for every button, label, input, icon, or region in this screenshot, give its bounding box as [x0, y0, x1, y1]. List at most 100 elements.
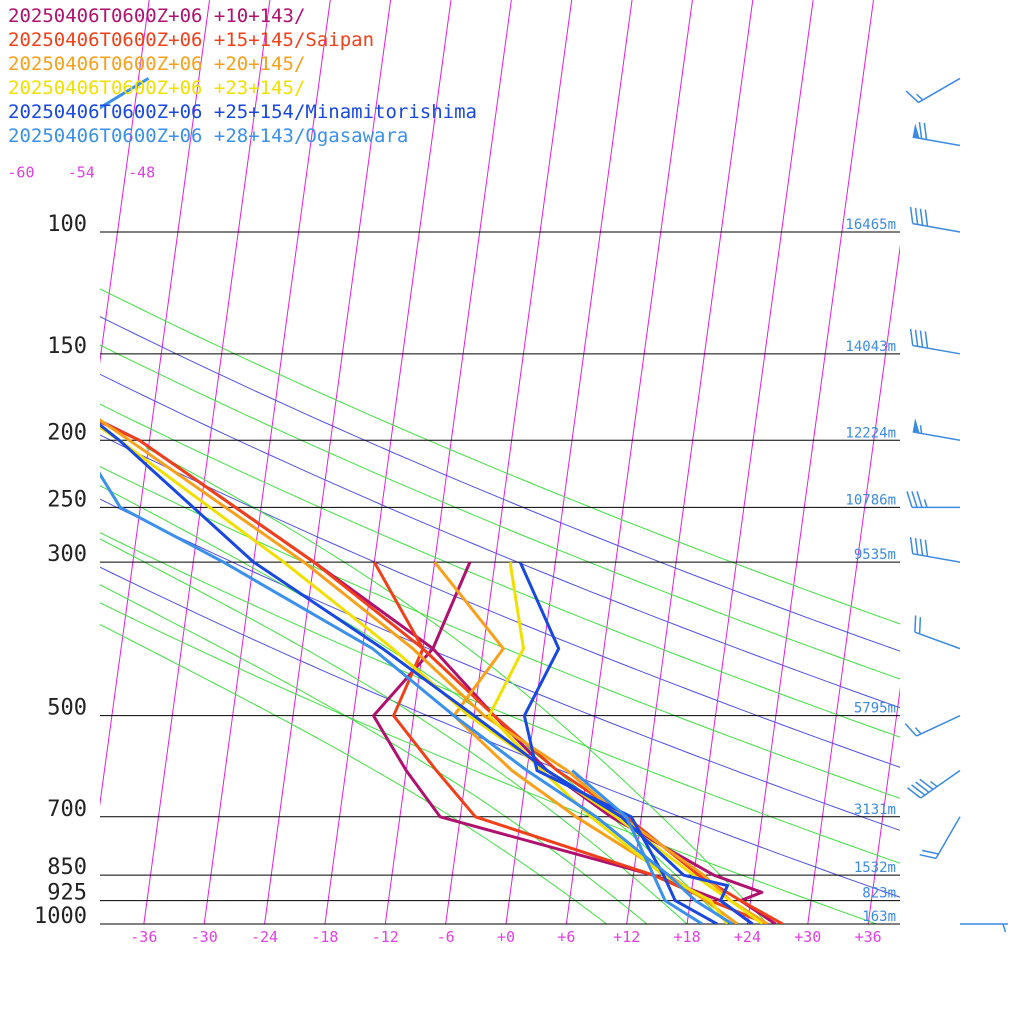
- isotherm-line: [264, 0, 392, 924]
- series-3-dewpoint-line: [433, 561, 739, 924]
- wind-barb-half: [916, 93, 924, 101]
- wind-barb-staff: [912, 344, 961, 355]
- chart-legend: 20250406T0600Z+06 +10+143/ 20250406T0600…: [8, 4, 477, 148]
- wind-barb-full: [904, 723, 918, 737]
- wind-barb: [909, 537, 961, 563]
- temperature-tick-label: -36: [130, 928, 157, 946]
- legend-entry-1: 20250406T0600Z+06 +10+143/: [8, 5, 306, 27]
- temperature-tick-label: -18: [311, 928, 338, 946]
- isotherm-line: [203, 0, 331, 924]
- top-temperature-label: -48: [128, 163, 155, 181]
- wind-barb: [906, 491, 960, 509]
- height-label: 9535m: [854, 547, 896, 563]
- legend-entry-2: 20250406T0600Z+06 +15+145/Saipan: [8, 29, 375, 51]
- wind-barb-half: [919, 425, 923, 434]
- wind-barb-full: [905, 90, 919, 103]
- height-label: 1532m: [854, 860, 896, 876]
- isotherm-line: [143, 0, 271, 924]
- pressure-label: 850: [47, 855, 87, 880]
- series-6-temperature-line: [100, 77, 734, 924]
- dry-adiabat-line: [100, 566, 900, 898]
- wind-barb-full: [911, 784, 926, 796]
- wind-barb-full: [911, 491, 918, 508]
- wind-barb-full: [909, 328, 914, 346]
- pressure-label: 150: [47, 334, 87, 359]
- wind-barb: [919, 816, 961, 860]
- moist-adiabat-line: [100, 538, 688, 924]
- wind-barb-staff: [912, 136, 961, 147]
- isotherm-line: [565, 0, 693, 924]
- wind-barb-half: [923, 499, 928, 508]
- series-3-temperature-line: [100, 418, 769, 924]
- wind-barb-staff: [912, 553, 961, 563]
- dry-adiabat-line: [100, 403, 900, 738]
- dry-adiabat-line: [100, 316, 900, 652]
- wind-barb-staff: [914, 631, 961, 650]
- height-label: 163m: [862, 909, 896, 925]
- moist-adiabat-line: [145, 447, 768, 924]
- wind-barb-full: [914, 537, 919, 555]
- isotherm-line: [100, 0, 150, 365]
- wind-barb-pennant: [912, 418, 920, 434]
- height-label: 10786m: [845, 492, 896, 508]
- isotherm-line: [686, 0, 814, 924]
- wind-barb: [904, 714, 961, 737]
- temperature-tick-label: +12: [613, 928, 640, 946]
- wind-barb: [914, 615, 961, 650]
- isotherm-line: [445, 0, 573, 924]
- wind-barb-full: [923, 122, 928, 140]
- height-label: 823m: [862, 886, 896, 902]
- wind-barb-full: [919, 853, 937, 860]
- height-label: 3131m: [854, 802, 896, 818]
- dry-adiabat-line: [100, 373, 900, 709]
- series-2-dewpoint-line: [372, 561, 769, 924]
- temperature-tick-label: -6: [437, 928, 455, 946]
- wind-barb: [909, 328, 961, 355]
- isotherm-line: [324, 0, 452, 924]
- wind-barb-staff: [920, 769, 961, 799]
- wind-barb-full: [914, 207, 919, 225]
- temperature-tick-label: -24: [251, 928, 278, 946]
- top-temperature-label: -60: [7, 163, 34, 181]
- pressure-label: 200: [47, 420, 87, 445]
- height-label: 12224m: [845, 425, 896, 441]
- dry-adiabat-line: [100, 532, 900, 864]
- pressure-label: 925: [47, 881, 87, 906]
- isotherm-line: [867, 686, 900, 924]
- wind-barb-full: [906, 491, 913, 508]
- pressure-label: 1000: [34, 904, 87, 929]
- pressure-label: 250: [47, 487, 87, 512]
- isotherm-line: [746, 0, 874, 924]
- wind-barb-full: [924, 209, 929, 227]
- isotherm-line: [626, 0, 754, 924]
- wind-barb-staff: [916, 714, 961, 737]
- height-label: 16465m: [845, 217, 896, 233]
- isotherm-line: [929, 0, 1024, 924]
- wind-barb-staff: [918, 77, 961, 104]
- wind-barb-full: [909, 206, 914, 224]
- wind-barb-full: [919, 330, 924, 348]
- wind-barb: [905, 77, 961, 104]
- pressure-label: 300: [47, 542, 87, 567]
- legend-entry-3: 20250406T0600Z+06 +20+145/: [8, 53, 306, 75]
- sounding-series: [100, 77, 784, 924]
- wind-barb-full: [919, 538, 924, 556]
- moist-adiabat-line: [100, 584, 648, 924]
- isobars: [100, 231, 900, 925]
- wind-barb-full: [921, 849, 939, 855]
- dry-adiabat-line: [100, 602, 879, 924]
- series-4-dewpoint-line: [487, 561, 729, 924]
- background-lines: [100, 0, 1024, 924]
- temperature-tick-label: -30: [191, 928, 218, 946]
- wind-barb-full: [906, 787, 922, 799]
- wind-barb-staff: [912, 431, 961, 442]
- temperature-tick-label: +6: [557, 928, 575, 946]
- axis-labels: 100 16465m 150 14043m 200 12224m 250 10786m 300 9…: [7, 163, 896, 946]
- pressure-label: 500: [47, 696, 87, 721]
- wind-barb: [912, 122, 961, 147]
- temperature-tick-label: -12: [372, 928, 399, 946]
- pressure-label: 100: [47, 212, 87, 237]
- legend-entry-6: 20250406T0600Z+06 +28+143/Ogasawara: [8, 125, 409, 147]
- series-5-dewpoint-line: [518, 561, 719, 924]
